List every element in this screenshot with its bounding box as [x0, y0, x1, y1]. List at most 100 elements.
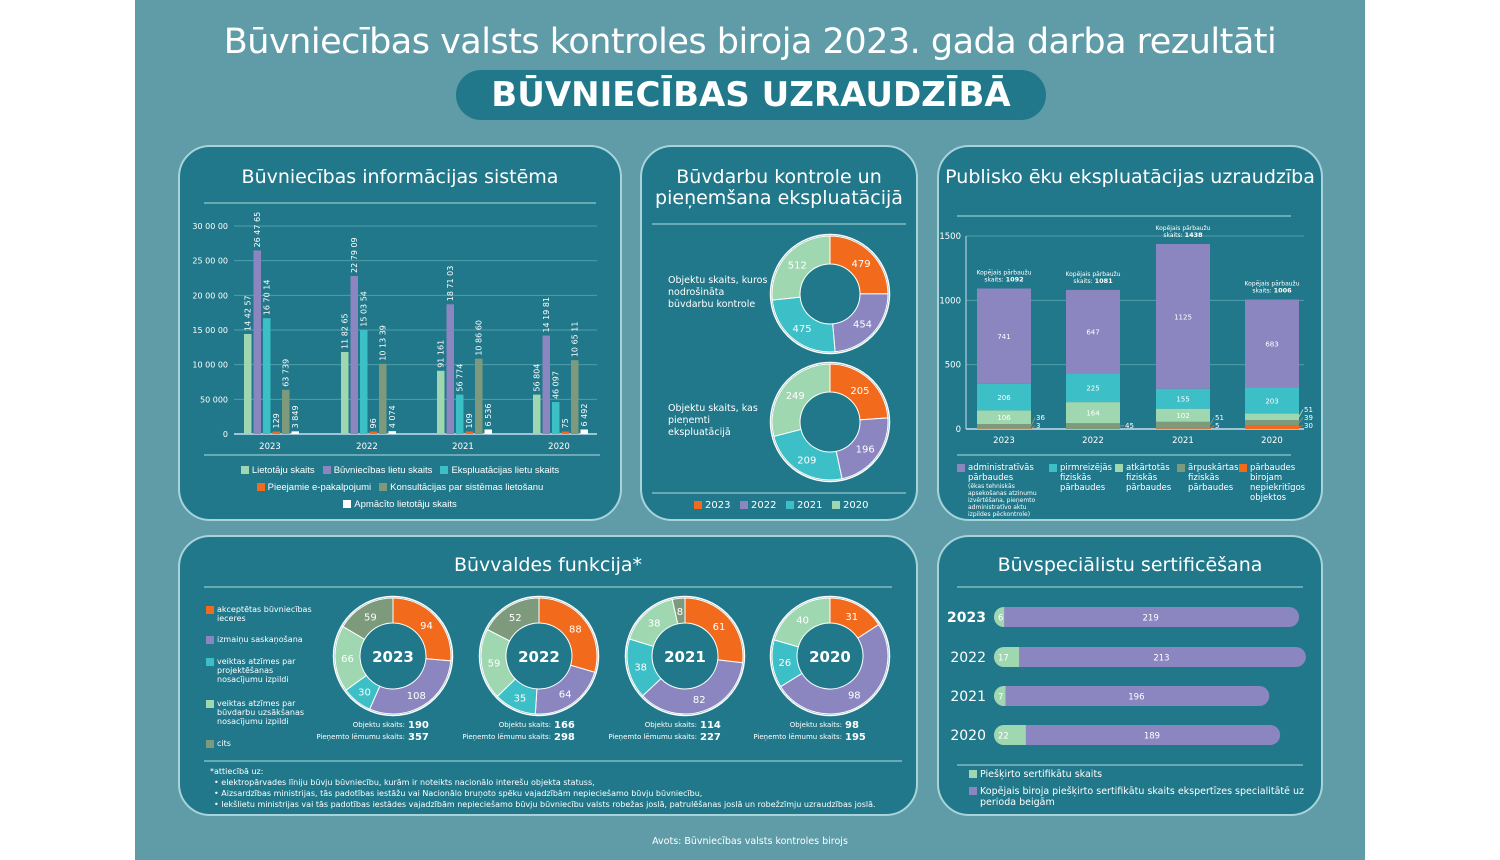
bar-value-label: 17 [998, 654, 1009, 664]
legend-swatch [969, 770, 977, 778]
slice-value-label: 40 [796, 616, 809, 627]
segment-value-label: 39 [1304, 414, 1313, 422]
bar-value-label: 109 [465, 413, 474, 428]
footnote-item: • Aizsardzības ministrijas, tās padotība… [214, 789, 703, 798]
legend-item: Ekspluatācijas lietu skaits [440, 465, 559, 476]
leader-line [1030, 417, 1036, 427]
bar-value-label: 26 47 65 [253, 212, 262, 248]
segment-value-label: 102 [1176, 412, 1189, 420]
bar [475, 358, 483, 434]
donut-year-label: 2020 [809, 648, 851, 666]
bar-value-label: 7 [998, 693, 1003, 703]
legend-label: akceptētas būvniecības ieceres [217, 605, 312, 623]
slice-value-label: 249 [786, 391, 805, 402]
x-tick-label: 2023 [993, 436, 1015, 446]
legend-swatch [343, 500, 352, 508]
legend-label: Pieejamie e-pakalpojumi [267, 482, 372, 493]
bar-value-label: 18 71 03 [446, 266, 455, 302]
donut-slice [486, 597, 540, 642]
sertifikati-bar-chart: 2023 6 219 2022 17 213 2021 7 196 2020 22 189 [947, 607, 1306, 745]
slice-value-label: 30 [358, 687, 371, 698]
bar-value-label: 14 42 57 [244, 295, 253, 331]
legend-swatch [206, 740, 214, 748]
total-value: 1092 [1006, 275, 1024, 283]
x-tick-label: 2020 [548, 442, 570, 452]
stacked-bar-segment [1245, 425, 1299, 429]
leader-line [1298, 425, 1304, 428]
legend-item: akceptētas būvniecības ieceres [206, 605, 316, 623]
segment-value-label: 36 [1036, 414, 1045, 422]
slice-value-label: 512 [788, 261, 807, 272]
footnote-head: *attiecībā uz: [210, 767, 264, 776]
bar-granted [994, 607, 1005, 627]
legend-swatch [1239, 464, 1247, 472]
bar-value-label: 129 [272, 413, 281, 428]
legend-swatch [957, 464, 965, 472]
panel-title: Publisko ēku ekspluatācijas uzraudzība [945, 166, 1315, 188]
legend-label: pārbaudes birojam nepiekritīgos objektos [1250, 463, 1306, 503]
total-label: Kopējais pārbaužu skaits: 1081 [1065, 271, 1120, 285]
bar [350, 275, 358, 434]
bar [533, 394, 541, 434]
x-tick-label: 2022 [1082, 436, 1104, 446]
bar [437, 370, 445, 434]
panel-publiskas: Publisko ēku ekspluatācijas uzraudzība 0… [937, 145, 1323, 521]
legend-item: veiktas atzīmes par būvdarbu uzsākšanas … [206, 699, 316, 726]
y-tick-label: 1500 [939, 232, 961, 242]
bar-value-label: 22 [998, 732, 1009, 742]
bar [379, 363, 387, 434]
footnote-item: • elektropārvades līniju būvju būvniecīb… [214, 778, 595, 787]
bar [571, 360, 579, 434]
y-tick-label: 30 00 00 [192, 222, 228, 231]
total-label: Kopējais pārbaužu skaits: 1438 [1155, 225, 1210, 239]
stacked-bar-segment [1066, 289, 1120, 374]
stat-value: 195 [845, 732, 866, 743]
legend-label: Ekspluatācijas lietu skaits [451, 465, 560, 476]
stacked-bar-segment [1156, 408, 1210, 422]
slice-value-label: 94 [420, 621, 433, 632]
total-value: 1438 [1185, 231, 1204, 239]
page-title: Būvniecības valsts kontroles biroja 2023… [223, 22, 1277, 62]
y-category-label: 2022 [950, 650, 986, 666]
donut-slice [369, 658, 452, 715]
slice-value-label: 59 [364, 612, 377, 623]
legend-swatch [1115, 464, 1123, 472]
legend-label: atkārtotās fiziskās pārbaudes [1126, 463, 1172, 493]
donut-slice [771, 363, 831, 437]
panel-bis: Būvniecības informācijas sistēma 0 50 000… [178, 145, 622, 521]
legend-swatch [240, 466, 249, 474]
donut-slice [342, 597, 394, 640]
slice-value-label: 8 [677, 607, 683, 618]
slice-value-label: 82 [693, 695, 706, 706]
bar-value-label: 56 804 [533, 364, 542, 392]
y-tick-label: 0 [223, 430, 228, 439]
slice-value-label: 52 [509, 613, 522, 624]
segment-value-label: 51 [1304, 406, 1313, 414]
bar-value-label: 10 86 60 [475, 320, 484, 356]
total-value: 1081 [1095, 277, 1114, 285]
segment-value-label: 647 [1086, 329, 1099, 337]
bar-value-label: 10 13 39 [379, 325, 388, 361]
legend-item: Piešķirto sertifikātu skaits [969, 769, 1102, 780]
stacked-bar-segment [1156, 243, 1210, 389]
slice-value-label: 209 [797, 455, 816, 466]
bar [341, 352, 349, 434]
y-tick-label: 25 00 00 [192, 257, 228, 266]
bar-value-label: 10 65 11 [571, 322, 580, 358]
bar-value-label: 63 739 [282, 359, 291, 387]
stat-label: Objektu skaits: [499, 721, 551, 729]
slice-value-label: 38 [634, 662, 647, 673]
bar [263, 318, 271, 434]
legend-item: 2021 [786, 500, 822, 511]
donut-slice [780, 623, 889, 715]
bar-value-label: 4 074 [388, 405, 397, 428]
stacked-bar-segment [1066, 373, 1120, 403]
panel-title: Būvspeciālistu sertificēšana [997, 554, 1263, 576]
donut-outline [624, 595, 746, 717]
bis-bar-chart: 0 50 000 10 00 00 15 00 00 20 00 00 25 00 00 3… [192, 212, 600, 456]
legend-item: Lietotāju skaits [240, 465, 315, 476]
donut-outline [769, 233, 891, 355]
legend-item: Būvniecības lietu skaits [322, 465, 432, 476]
bar-value-label: 219 [1143, 614, 1159, 624]
donut-year-label: 2023 [372, 648, 414, 666]
